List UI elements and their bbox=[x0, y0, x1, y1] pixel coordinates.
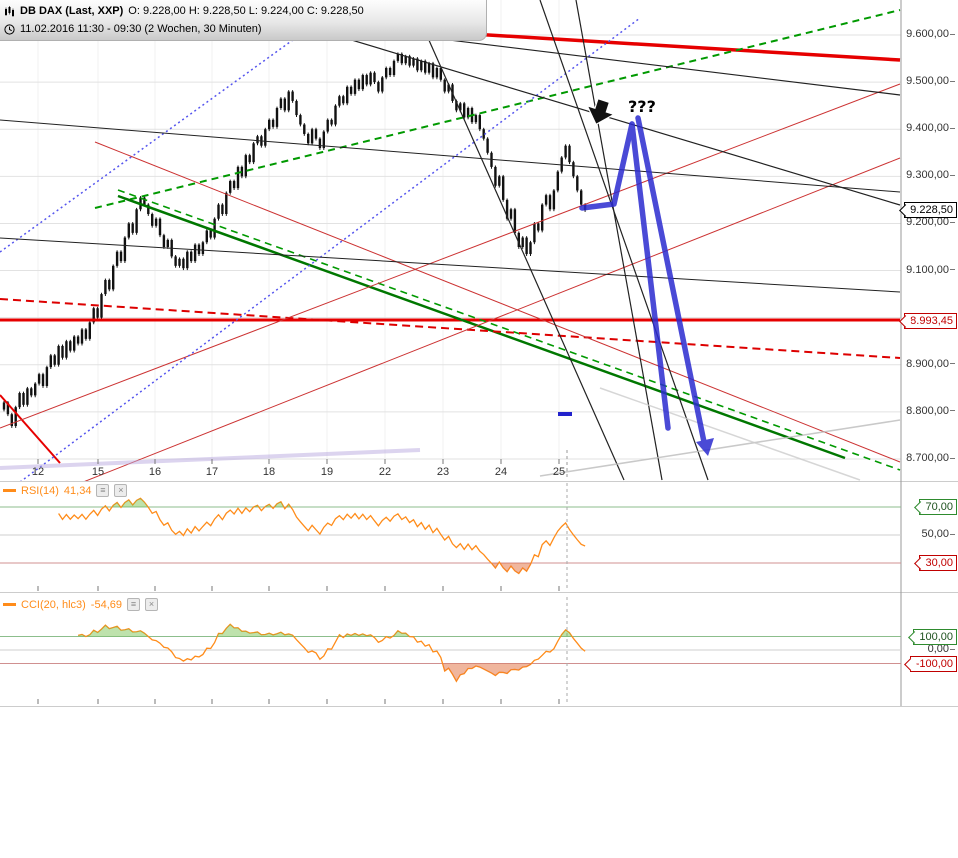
price-badge: 9.228,50 bbox=[904, 202, 957, 218]
trendline[interactable] bbox=[599, 387, 861, 481]
time-axis[interactable]: 12 15 16 17 18 19 22 23 24 25 bbox=[32, 450, 568, 479]
projection-arrow[interactable] bbox=[579, 115, 714, 456]
trendline[interactable] bbox=[117, 194, 846, 460]
cci-settings-icon[interactable]: ≡ bbox=[127, 598, 140, 611]
trendline[interactable] bbox=[0, 157, 901, 515]
time-axis-label: 25 bbox=[553, 466, 565, 478]
axis-label: 8.800,00 bbox=[906, 405, 955, 418]
axis-label: 8.900,00 bbox=[906, 358, 955, 371]
overbought-fill bbox=[58, 498, 586, 507]
trendline[interactable] bbox=[0, 83, 901, 429]
time-axis-label: 24 bbox=[495, 466, 507, 478]
cci-value: -54,69 bbox=[90, 598, 122, 611]
cci-label: CCI(20, hlc3) bbox=[21, 598, 86, 611]
axis-label: 8.700,00 bbox=[906, 452, 955, 465]
time-axis-label: 16 bbox=[149, 466, 161, 478]
time-axis-label: 15 bbox=[92, 466, 104, 478]
arrowhead-icon bbox=[696, 438, 714, 456]
candlestick-chart-icon bbox=[5, 5, 14, 17]
time-axis-label: 22 bbox=[379, 466, 391, 478]
timeframe-text: 11.02.2016 11:30 - 09:30 (2 Wochen, 30 M… bbox=[20, 23, 262, 35]
down-arrow-annotation[interactable] bbox=[583, 96, 617, 128]
chart-header: DB DAX (Last, XXP) O: 9.228,00 H: 9.228,… bbox=[0, 0, 487, 41]
price-badge: 8.993,45 bbox=[904, 312, 957, 329]
oversold-fill bbox=[58, 563, 586, 574]
rsi-header: RSI(14) 41,34 ≡ × bbox=[3, 484, 128, 497]
price-axis[interactable]: 9.600,00 9.500,00 9.400,00 9.300,00 9.200,00… bbox=[901, 0, 958, 706]
cci-header: CCI(20, hlc3) -54,69 ≡ × bbox=[3, 598, 158, 611]
rsi-value: 41,34 bbox=[63, 484, 92, 497]
symbol-title: DB DAX (Last, XXP) bbox=[20, 5, 124, 17]
indicator-line bbox=[58, 497, 586, 575]
axis-label: 9.100,00 bbox=[906, 264, 955, 277]
trendline[interactable] bbox=[94, 141, 901, 463]
indicator-panel bbox=[0, 597, 901, 705]
trendline[interactable] bbox=[0, 17, 641, 497]
rsi-label: RSI(14) bbox=[21, 484, 59, 497]
question-marks-annotation[interactable]: ??? bbox=[628, 97, 656, 116]
time-axis-label: 17 bbox=[206, 466, 218, 478]
price-badge: -100,00 bbox=[909, 655, 957, 672]
trendline[interactable] bbox=[539, 0, 709, 481]
clock-icon bbox=[4, 23, 15, 35]
trendline[interactable] bbox=[539, 419, 901, 477]
axis-label: 9.200,00 bbox=[906, 216, 955, 229]
trendline[interactable] bbox=[117, 189, 901, 471]
time-axis-label: 23 bbox=[437, 466, 449, 478]
symbol-row: DB DAX (Last, XXP) O: 9.228,00 H: 9.228,… bbox=[4, 2, 486, 20]
trendline[interactable] bbox=[94, 9, 901, 209]
axis-label: 9.300,00 bbox=[906, 169, 955, 182]
overbought-fill bbox=[78, 624, 586, 637]
indicator-panel bbox=[0, 483, 901, 589]
price-badge: 100,00 bbox=[913, 628, 957, 645]
trendline[interactable] bbox=[0, 394, 61, 464]
price-badge: 30,00 bbox=[919, 555, 957, 571]
time-axis-label: 18 bbox=[263, 466, 275, 478]
rsi-legend-dash-icon bbox=[3, 489, 16, 492]
candles bbox=[2, 52, 587, 428]
indicator-line bbox=[77, 623, 586, 683]
trendline[interactable] bbox=[427, 37, 625, 481]
trendline[interactable] bbox=[0, 298, 901, 359]
axis-label: 9.500,00 bbox=[906, 75, 955, 88]
trendline[interactable] bbox=[0, 0, 349, 253]
oversold-fill bbox=[78, 663, 586, 682]
time-axis-label: 19 bbox=[321, 466, 333, 478]
time-axis-label: 12 bbox=[32, 466, 44, 478]
axis-label: 0,00 bbox=[928, 643, 955, 656]
timeframe-row: 11.02.2016 11:30 - 09:30 (2 Wochen, 30 M… bbox=[4, 20, 486, 38]
trendline[interactable] bbox=[0, 119, 901, 193]
trendline[interactable] bbox=[575, 0, 663, 481]
rsi-close-icon[interactable]: × bbox=[114, 484, 128, 497]
main-chart-plot: ??? bbox=[0, 0, 901, 515]
cci-legend-dash-icon bbox=[3, 603, 16, 606]
axis-label: 50,00 bbox=[921, 528, 955, 541]
axis-label: 9.400,00 bbox=[906, 122, 955, 135]
trendline[interactable] bbox=[0, 237, 901, 293]
rsi-settings-icon[interactable]: ≡ bbox=[96, 484, 110, 497]
price-badge: 70,00 bbox=[919, 499, 957, 515]
cci-close-icon[interactable]: × bbox=[145, 598, 158, 611]
ohlc-values: O: 9.228,00 H: 9.228,50 L: 9.224,00 C: 9… bbox=[128, 5, 364, 17]
axis-label: 9.600,00 bbox=[906, 28, 955, 41]
trendline[interactable] bbox=[0, 448, 421, 470]
